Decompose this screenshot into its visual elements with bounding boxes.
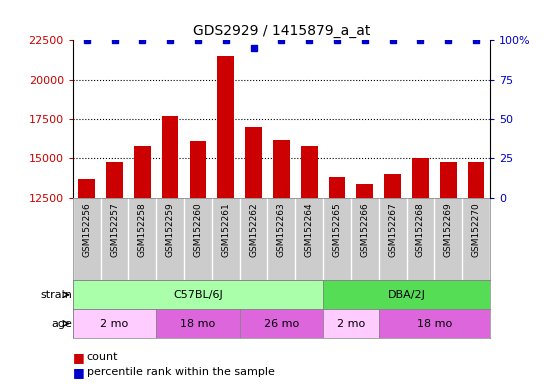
Text: GSM152259: GSM152259 [166, 202, 175, 257]
Text: strain: strain [40, 290, 72, 300]
Text: 2 mo: 2 mo [100, 318, 129, 329]
Bar [379, 309, 490, 338]
Text: GSM152263: GSM152263 [277, 202, 286, 257]
Text: GSM152269: GSM152269 [444, 202, 453, 257]
Text: 18 mo: 18 mo [180, 318, 216, 329]
Text: GSM152264: GSM152264 [305, 202, 314, 257]
Text: 26 mo: 26 mo [264, 318, 299, 329]
Text: GSM152266: GSM152266 [360, 202, 370, 257]
Bar [329, 177, 346, 384]
Text: percentile rank within the sample: percentile rank within the sample [87, 367, 274, 377]
Bar [323, 309, 379, 338]
Text: GSM152268: GSM152268 [416, 202, 425, 257]
Text: GSM152258: GSM152258 [138, 202, 147, 257]
Bar [217, 56, 234, 384]
Text: GSM152257: GSM152257 [110, 202, 119, 257]
Bar [384, 174, 401, 384]
Text: GSM152262: GSM152262 [249, 202, 258, 257]
Bar [357, 184, 373, 384]
Text: GSM152261: GSM152261 [221, 202, 230, 257]
Text: GSM152267: GSM152267 [388, 202, 397, 257]
Text: 2 mo: 2 mo [337, 318, 365, 329]
Bar [156, 309, 240, 338]
Text: 18 mo: 18 mo [417, 318, 452, 329]
Bar [162, 116, 179, 384]
Text: GSM152270: GSM152270 [472, 202, 480, 257]
Text: GSM152265: GSM152265 [333, 202, 342, 257]
Bar [323, 280, 490, 309]
Bar [412, 157, 429, 384]
Bar [78, 179, 95, 384]
Bar [190, 141, 206, 384]
Bar [106, 162, 123, 384]
Bar [73, 280, 323, 309]
Text: C57BL/6J: C57BL/6J [173, 290, 223, 300]
Bar [273, 139, 290, 384]
Bar [240, 309, 323, 338]
Bar [245, 127, 262, 384]
Bar [73, 309, 156, 338]
Text: ■: ■ [73, 351, 85, 364]
Bar [301, 146, 318, 384]
Text: GSM152256: GSM152256 [82, 202, 91, 257]
Text: age: age [52, 318, 72, 329]
Text: ■: ■ [73, 366, 85, 379]
Title: GDS2929 / 1415879_a_at: GDS2929 / 1415879_a_at [193, 24, 370, 38]
Bar [134, 146, 151, 384]
Text: count: count [87, 352, 118, 362]
Bar [468, 162, 484, 384]
Bar [440, 162, 456, 384]
Text: GSM152260: GSM152260 [193, 202, 203, 257]
Text: DBA/2J: DBA/2J [388, 290, 426, 300]
